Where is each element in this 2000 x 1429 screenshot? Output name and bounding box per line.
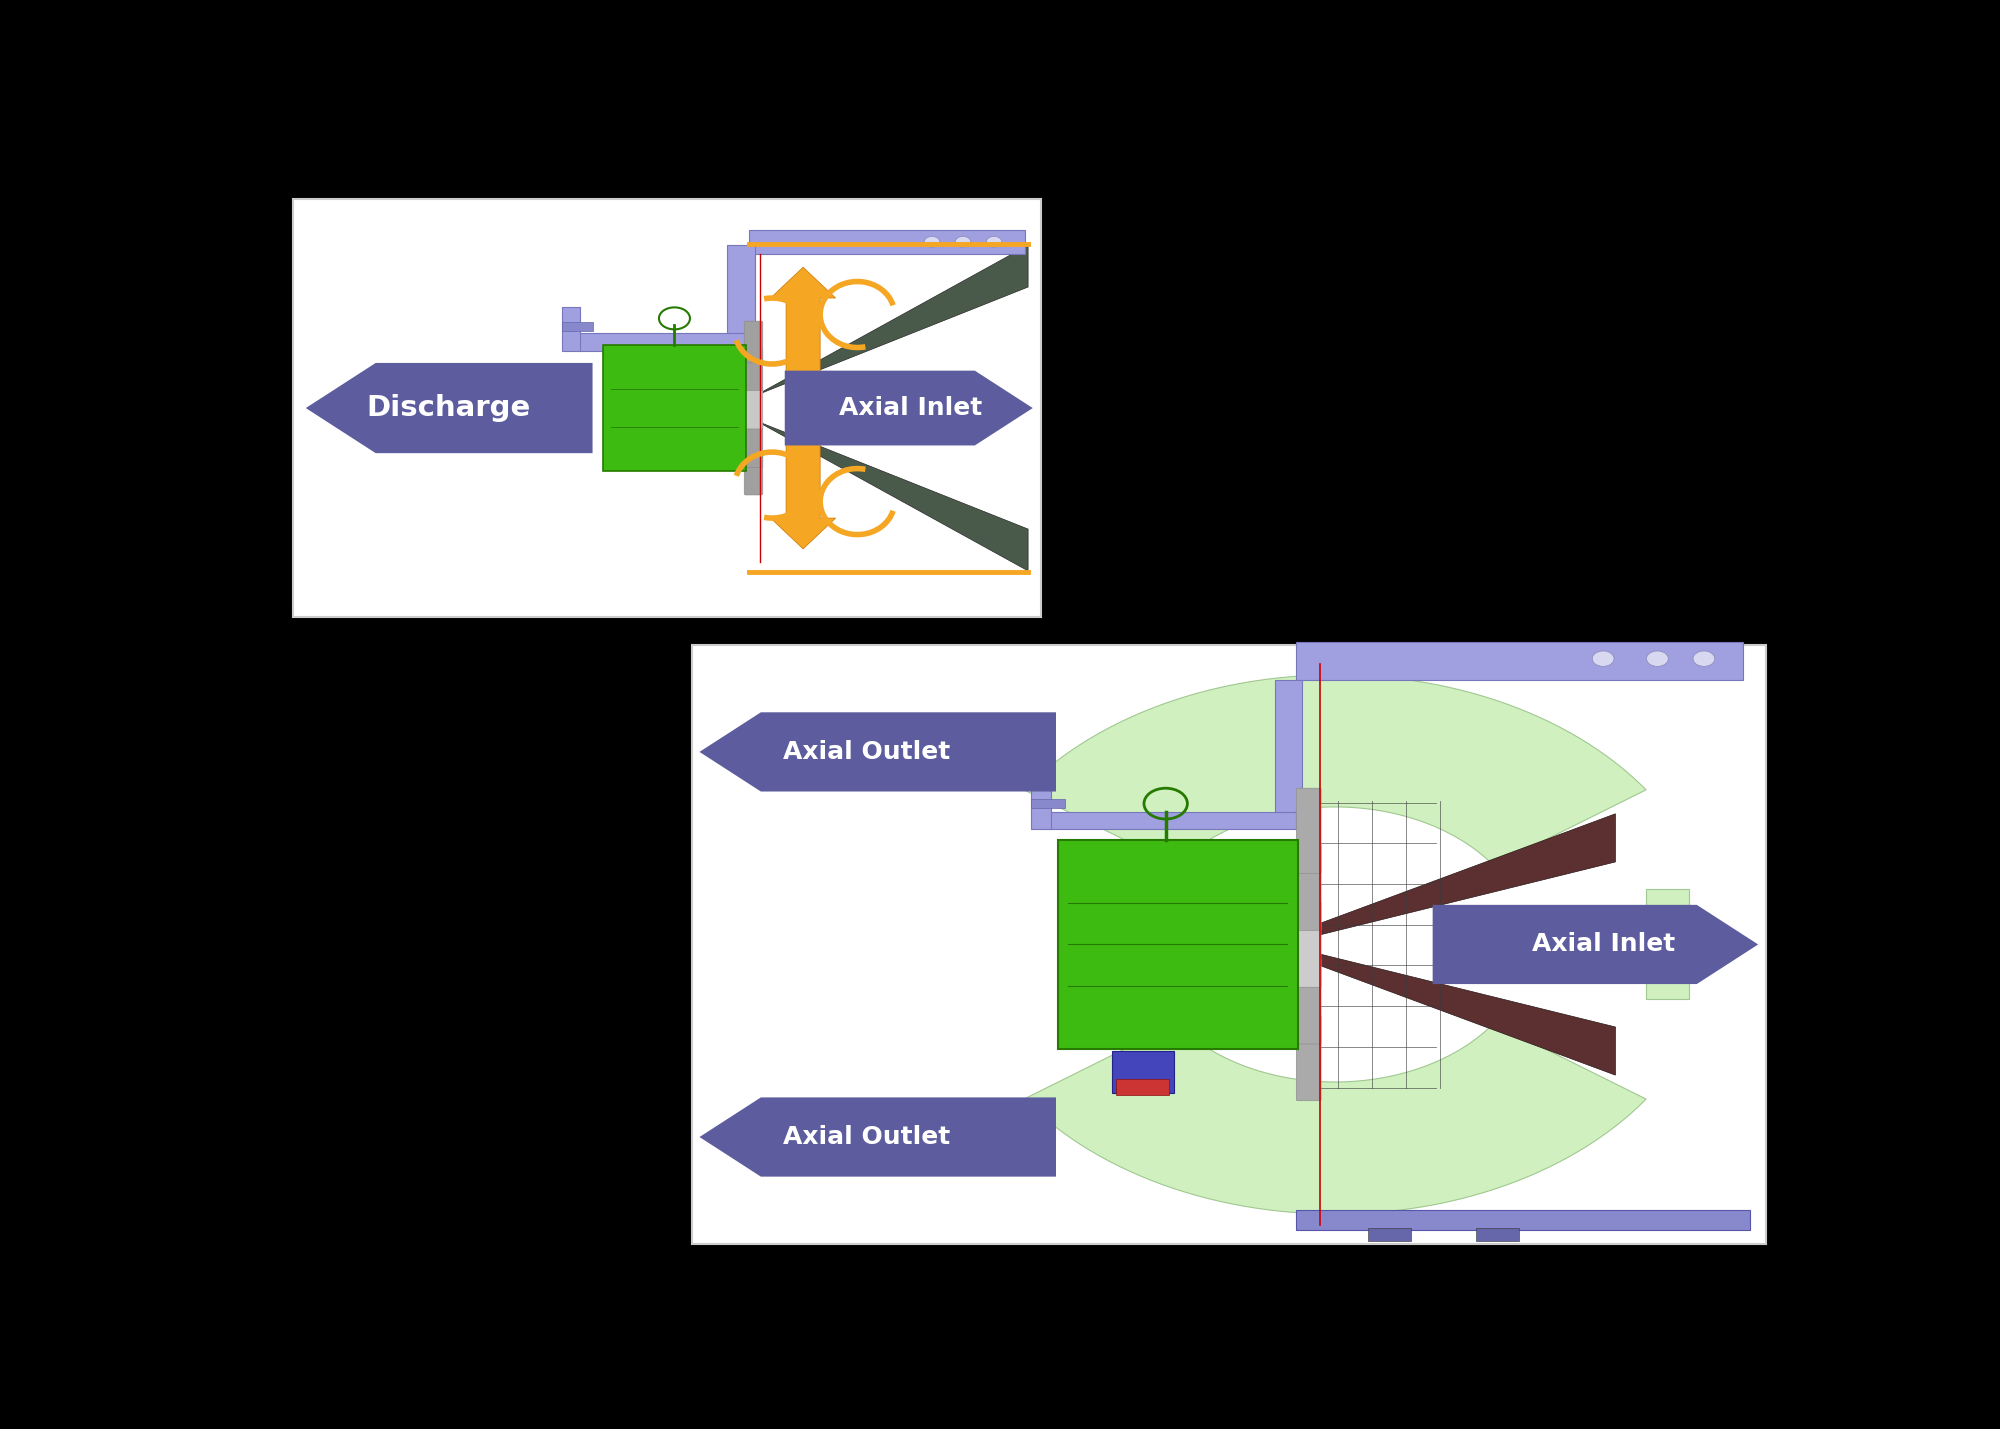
Text: Axial Inlet: Axial Inlet — [838, 396, 982, 420]
FancyBboxPatch shape — [1046, 812, 1296, 829]
FancyBboxPatch shape — [744, 426, 762, 467]
Circle shape — [1694, 652, 1714, 666]
Bar — [1368, 1228, 1410, 1240]
Text: Axial Outlet: Axial Outlet — [784, 740, 950, 765]
Circle shape — [924, 236, 940, 247]
FancyBboxPatch shape — [1296, 1210, 1750, 1230]
FancyBboxPatch shape — [1296, 959, 1322, 1045]
FancyBboxPatch shape — [578, 333, 748, 352]
FancyBboxPatch shape — [604, 344, 746, 472]
Polygon shape — [748, 246, 1028, 399]
FancyBboxPatch shape — [1030, 785, 1050, 829]
Polygon shape — [1304, 813, 1616, 939]
FancyBboxPatch shape — [1112, 1052, 1174, 1093]
Text: Axial Inlet: Axial Inlet — [1532, 933, 1676, 956]
FancyBboxPatch shape — [1058, 840, 1298, 1049]
FancyBboxPatch shape — [1296, 642, 1742, 680]
FancyBboxPatch shape — [744, 322, 762, 363]
FancyBboxPatch shape — [1274, 680, 1302, 822]
FancyBboxPatch shape — [744, 349, 762, 390]
Polygon shape — [1304, 950, 1616, 1075]
Polygon shape — [1024, 1023, 1646, 1215]
FancyBboxPatch shape — [692, 644, 1766, 1245]
Circle shape — [986, 236, 1002, 247]
FancyBboxPatch shape — [1030, 799, 1064, 809]
FancyBboxPatch shape — [744, 387, 762, 429]
Circle shape — [1646, 652, 1668, 666]
Circle shape — [1592, 652, 1614, 666]
Polygon shape — [1024, 674, 1646, 866]
Polygon shape — [306, 363, 592, 453]
Text: Axial Outlet: Axial Outlet — [784, 1125, 950, 1149]
FancyBboxPatch shape — [1296, 902, 1322, 987]
Polygon shape — [1432, 905, 1758, 985]
FancyBboxPatch shape — [1296, 789, 1322, 873]
FancyBboxPatch shape — [744, 453, 762, 494]
FancyArrow shape — [770, 413, 836, 549]
FancyBboxPatch shape — [1646, 889, 1690, 999]
FancyBboxPatch shape — [294, 199, 1040, 617]
FancyBboxPatch shape — [748, 230, 1024, 254]
FancyBboxPatch shape — [1296, 1015, 1322, 1100]
FancyBboxPatch shape — [1296, 845, 1322, 930]
FancyBboxPatch shape — [562, 307, 580, 352]
Text: Discharge: Discharge — [366, 394, 530, 422]
Polygon shape — [748, 417, 1028, 572]
FancyBboxPatch shape — [1116, 1079, 1170, 1095]
FancyBboxPatch shape — [562, 322, 592, 332]
Polygon shape — [784, 370, 1032, 446]
Bar — [1476, 1228, 1520, 1240]
FancyArrow shape — [770, 267, 836, 403]
Polygon shape — [700, 712, 1056, 792]
Polygon shape — [700, 1097, 1056, 1176]
FancyBboxPatch shape — [728, 246, 756, 342]
Circle shape — [956, 236, 970, 247]
